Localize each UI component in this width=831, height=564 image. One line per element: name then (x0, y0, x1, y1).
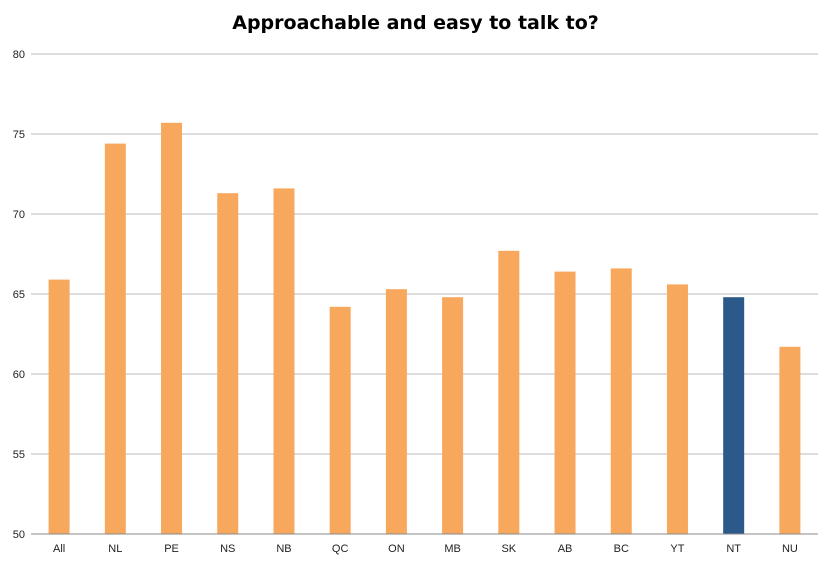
bar-qc (329, 306, 351, 534)
y-tick-label: 65 (13, 289, 25, 301)
x-tick-label: NS (220, 543, 235, 555)
x-tick-label: QC (332, 543, 349, 555)
x-tick-label: All (53, 543, 65, 555)
bar-ns (217, 193, 239, 534)
bar-yt (666, 284, 688, 534)
x-tick-label: BC (614, 543, 629, 555)
bar-all (48, 279, 70, 534)
y-tick-label: 55 (13, 449, 25, 461)
bar-nb (273, 188, 295, 534)
x-tick-label: NT (726, 543, 741, 555)
bar-on (385, 289, 407, 534)
x-tick-label: PE (164, 543, 179, 555)
bar-nt (723, 297, 745, 534)
bar-mb (442, 297, 464, 534)
bar-nu (779, 346, 801, 534)
chart-title: Approachable and easy to talk to? (232, 12, 599, 34)
bar-nl (104, 143, 126, 534)
x-tick-label: YT (670, 543, 684, 555)
x-tick-label: NU (782, 543, 798, 555)
bar-pe (161, 122, 183, 535)
y-tick-label: 70 (13, 209, 25, 221)
tick-labels: 50 55 60 65 70 75 80 All NL PE NS NB QC ON MB SK AB BC YT N… (13, 49, 798, 555)
y-tick-label: 60 (13, 369, 25, 381)
y-tick-label: 50 (13, 529, 25, 541)
y-tick-label: 75 (13, 129, 25, 141)
bar-bc (610, 268, 632, 534)
bars (48, 122, 801, 535)
bar-sk (498, 250, 520, 535)
gridlines (31, 53, 818, 455)
x-tick-label: SK (501, 543, 516, 555)
x-tick-label: NB (276, 543, 291, 555)
y-tick-label: 80 (13, 49, 25, 61)
bar-ab (554, 271, 576, 534)
x-tick-label: AB (558, 543, 573, 555)
x-tick-label: MB (444, 543, 461, 555)
x-tick-label: NL (108, 543, 122, 555)
x-tick-label: ON (388, 543, 405, 555)
